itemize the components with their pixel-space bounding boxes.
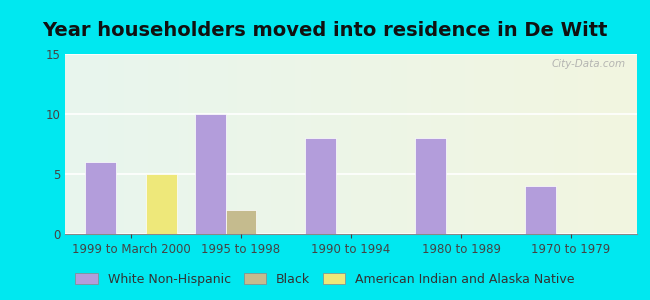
Bar bbox=[84, 162, 116, 234]
Bar bbox=[146, 174, 177, 234]
Legend: White Non-Hispanic, Black, American Indian and Alaska Native: White Non-Hispanic, Black, American Indi… bbox=[70, 268, 580, 291]
Bar bbox=[525, 186, 556, 234]
Bar bbox=[195, 114, 226, 234]
Text: Year householders moved into residence in De Witt: Year householders moved into residence i… bbox=[42, 21, 608, 40]
Text: City-Data.com: City-Data.com bbox=[551, 59, 625, 69]
Bar bbox=[415, 138, 446, 234]
Bar bbox=[305, 138, 335, 234]
Bar bbox=[226, 210, 256, 234]
